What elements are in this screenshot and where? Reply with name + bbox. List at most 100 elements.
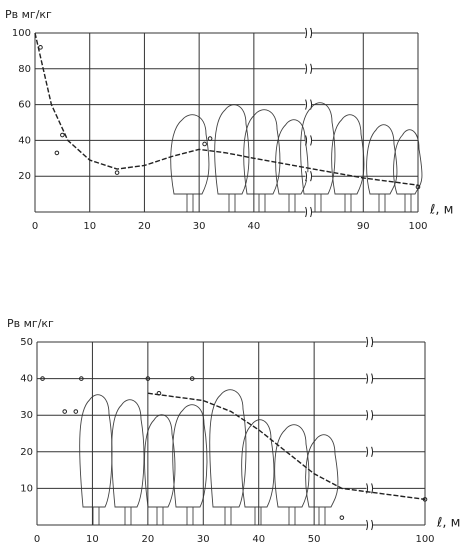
x-tick-label: 100 <box>408 221 427 232</box>
break-gap <box>305 208 312 216</box>
tree-trunk <box>254 507 262 525</box>
break-gap <box>366 411 373 420</box>
break-mark <box>366 446 374 457</box>
tree-crown <box>275 119 309 195</box>
tree-trunk <box>378 194 386 212</box>
x-tick-label: 10 <box>86 534 99 545</box>
tree-trunk <box>224 507 232 525</box>
tree-crown <box>111 399 145 508</box>
data-point <box>38 45 43 50</box>
tree-trunk <box>288 194 296 212</box>
tree-crown <box>366 124 398 195</box>
y-tick-label: 60 <box>18 100 31 111</box>
break-mark <box>366 410 374 421</box>
tree-crown <box>393 129 423 195</box>
y-tick-label: 30 <box>20 410 33 421</box>
x-tick-label: 90 <box>357 221 370 232</box>
y-tick-label: 10 <box>20 483 33 494</box>
data-point <box>339 515 345 520</box>
tree-trunk <box>288 507 296 525</box>
x-axis-label: ℓ, м <box>429 203 453 218</box>
break-gap <box>305 100 312 109</box>
break-mark <box>305 63 313 74</box>
data-point <box>415 184 421 190</box>
tree-crown <box>331 114 365 195</box>
x-tick-label: 30 <box>197 534 210 545</box>
data-point <box>40 376 45 381</box>
tree-trunk <box>156 507 164 525</box>
data-point <box>79 376 84 381</box>
tree-crown <box>170 114 210 195</box>
x-tick-label: 40 <box>252 534 265 545</box>
tree-crown <box>241 419 275 508</box>
break-mark <box>366 519 374 531</box>
y-tick-label: 100 <box>12 28 31 39</box>
data-point <box>202 141 207 147</box>
break-mark <box>305 99 313 110</box>
data-point <box>189 376 195 381</box>
y-tick-label: 40 <box>20 374 33 385</box>
break-mark <box>305 135 313 146</box>
data-point <box>156 390 162 396</box>
data-point <box>114 170 120 175</box>
tree-crown <box>79 394 113 508</box>
x-tick-label: 10 <box>83 221 96 232</box>
data-point <box>422 497 428 502</box>
tree-crown <box>305 434 339 508</box>
data-point <box>207 136 213 141</box>
tree-trunk <box>258 194 266 212</box>
x-tick-label: 50 <box>308 534 321 545</box>
tree-trunk <box>344 194 352 212</box>
break-gap <box>305 64 312 73</box>
y-axis-label: Pв мг/кг <box>7 317 54 330</box>
tree-trunk <box>318 507 326 525</box>
tree-trunk <box>186 507 194 525</box>
x-tick-label: 0 <box>34 534 40 545</box>
y-tick-label: 20 <box>18 171 31 182</box>
break-mark <box>305 206 313 218</box>
tree-crown <box>144 414 176 508</box>
x-tick-label: 20 <box>138 221 151 232</box>
tree-trunk <box>228 194 236 212</box>
data-point <box>73 409 79 414</box>
break-mark <box>366 483 374 494</box>
break-gap <box>305 172 312 181</box>
break-gap <box>366 447 373 456</box>
tree-trunk <box>92 507 100 525</box>
x-tick-label: 0 <box>32 221 38 232</box>
tree-trunk <box>314 194 322 212</box>
break-gap <box>305 136 312 145</box>
y-axis-label: Pв мг/кг <box>5 8 52 21</box>
tree-trunk <box>124 507 132 525</box>
data-point <box>54 150 60 156</box>
y-tick-label: 80 <box>18 64 31 75</box>
y-tick-label: 50 <box>20 337 33 348</box>
break-mark <box>366 373 374 384</box>
x-tick-label: 100 <box>415 534 434 545</box>
data-point <box>145 376 151 381</box>
y-tick-label: 20 <box>20 447 33 458</box>
break-mark <box>366 336 374 348</box>
break-gap <box>366 338 373 346</box>
break-gap <box>366 521 373 529</box>
x-tick-label: 40 <box>247 221 260 232</box>
x-tick-label: 20 <box>141 534 154 545</box>
break-mark <box>305 171 313 182</box>
break-gap <box>366 374 373 383</box>
tree-trunk <box>186 194 194 212</box>
data-point <box>62 409 68 414</box>
tree-crown <box>214 104 250 195</box>
break-gap <box>305 29 312 37</box>
tree-crown <box>209 389 247 508</box>
curve <box>147 392 426 501</box>
x-axis-label: ℓ, м <box>436 516 460 531</box>
tree-crown <box>172 404 208 508</box>
curve <box>34 32 419 186</box>
break-gap <box>366 484 373 493</box>
data-point <box>60 132 65 138</box>
tree-trunk <box>404 194 412 212</box>
y-tick-label: 40 <box>18 135 31 146</box>
x-tick-label: 30 <box>193 221 206 232</box>
break-mark <box>305 27 313 39</box>
